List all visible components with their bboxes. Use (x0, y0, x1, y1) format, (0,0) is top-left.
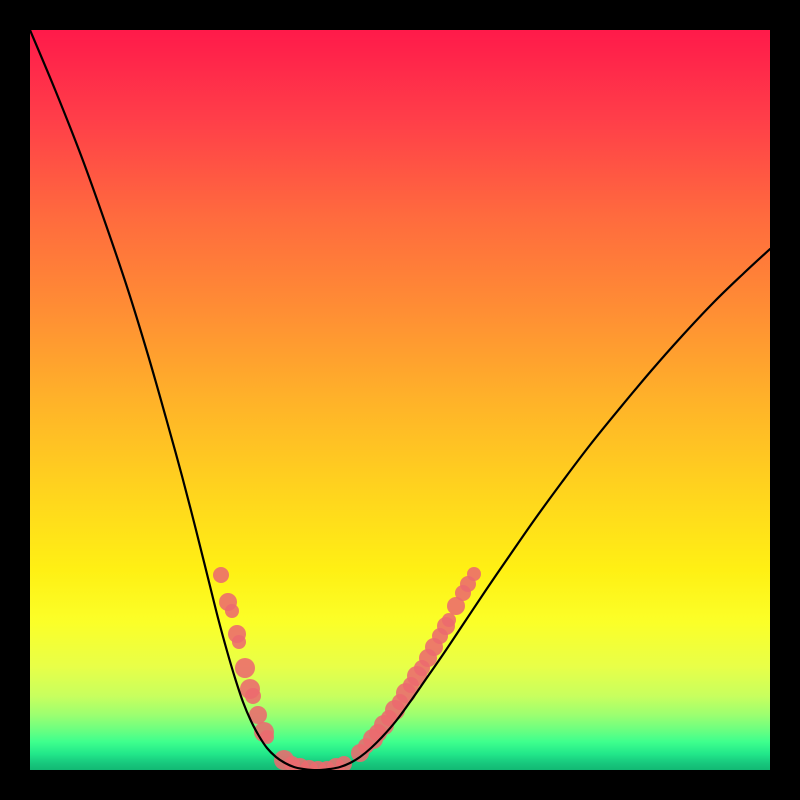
chart-container: TheBottleneck.com (0, 0, 800, 800)
scatter-dot (232, 635, 246, 649)
gradient-background (30, 30, 770, 770)
scatter-dot (235, 658, 255, 678)
scatter-dot (225, 604, 239, 618)
scatter-dot (442, 613, 456, 627)
frame-right (770, 0, 800, 800)
scatter-dot (213, 567, 229, 583)
scatter-dot (467, 567, 481, 581)
chart-svg (0, 0, 800, 800)
scatter-dot (245, 688, 261, 704)
frame-top (0, 0, 800, 30)
frame-left (0, 0, 30, 800)
frame-bottom (0, 770, 800, 800)
